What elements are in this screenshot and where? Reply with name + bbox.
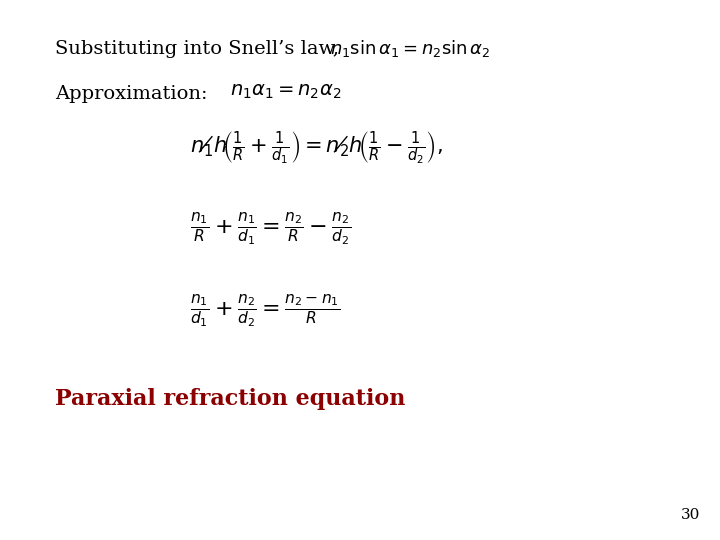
Text: $\frac{n_1}{R}+\frac{n_1}{d_1} = \frac{n_2}{R}-\frac{n_2}{d_2}$: $\frac{n_1}{R}+\frac{n_1}{d_1} = \frac{n… bbox=[190, 210, 351, 247]
Text: $n_1 \not{h}\!\left(\frac{1}{R}+\frac{1}{d_1}\right) = n_2 \not{h}\!\left(\frac{: $n_1 \not{h}\!\left(\frac{1}{R}+\frac{1}… bbox=[190, 130, 443, 166]
Text: $n_1\alpha_1 = n_2\alpha_2$: $n_1\alpha_1 = n_2\alpha_2$ bbox=[230, 83, 341, 102]
Text: $n_1 \sin\alpha_1 = n_2 \sin\alpha_2$: $n_1 \sin\alpha_1 = n_2 \sin\alpha_2$ bbox=[330, 38, 490, 59]
Text: Paraxial refraction equation: Paraxial refraction equation bbox=[55, 388, 405, 410]
Text: Approximation:: Approximation: bbox=[55, 85, 207, 103]
Text: 30: 30 bbox=[680, 508, 700, 522]
Text: Substituting into Snell’s law,: Substituting into Snell’s law, bbox=[55, 40, 339, 58]
Text: $\frac{n_1}{d_1}+\frac{n_2}{d_2} = \frac{n_2-n_1}{R}$: $\frac{n_1}{d_1}+\frac{n_2}{d_2} = \frac… bbox=[190, 292, 341, 329]
